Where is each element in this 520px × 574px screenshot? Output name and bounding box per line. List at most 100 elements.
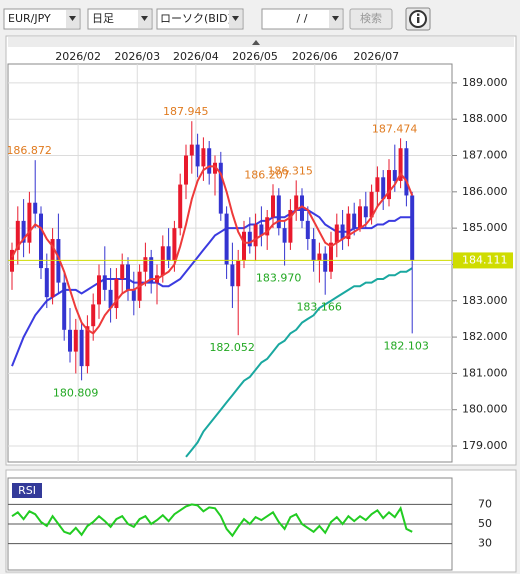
x-tick-label: 2026/03 xyxy=(114,50,160,63)
candle-body xyxy=(346,213,351,240)
candle-body xyxy=(387,170,391,200)
rsi-title: RSI xyxy=(18,484,36,497)
candle-body xyxy=(300,195,304,221)
candle-body xyxy=(97,275,101,305)
price-annotation: 182.052 xyxy=(209,341,255,354)
y-tick-label: 30 xyxy=(478,537,492,550)
candle-body xyxy=(230,264,235,287)
candle-body xyxy=(358,206,362,229)
collapse-icon xyxy=(252,40,260,45)
candle-body xyxy=(73,329,78,352)
candle-body xyxy=(323,253,328,272)
candle-body xyxy=(352,213,357,229)
date-input[interactable] xyxy=(261,8,344,30)
timeframe: 日足 xyxy=(92,12,114,25)
candle-body xyxy=(50,239,55,298)
candle-body xyxy=(102,275,107,290)
y-tick-label: 181.000 xyxy=(462,366,508,379)
timeframe-select[interactable] xyxy=(87,8,153,30)
x-tick-label: 2026/06 xyxy=(292,50,338,63)
candle-body xyxy=(276,195,281,229)
candle-body xyxy=(15,220,20,250)
chart-kind: ローソク(BID) xyxy=(160,12,232,25)
search: 検索 xyxy=(360,11,382,25)
y-tick-label: 180.000 xyxy=(462,403,508,416)
candle-body xyxy=(236,260,241,287)
candle-body xyxy=(288,209,293,243)
info-icon xyxy=(417,13,420,16)
info-icon xyxy=(417,17,420,23)
candle-body xyxy=(311,239,316,261)
candle-body xyxy=(195,144,200,167)
candle-body xyxy=(294,195,299,210)
kind-select[interactable] xyxy=(156,8,244,30)
rsi-badge xyxy=(12,483,42,498)
pair-select[interactable] xyxy=(3,8,81,30)
arrow-icon xyxy=(69,16,76,21)
candle-body xyxy=(363,206,368,218)
y-tick-label: 185.000 xyxy=(462,221,508,234)
candle-body xyxy=(340,224,345,240)
candle-body xyxy=(131,289,136,301)
price-annotation: 183.166 xyxy=(296,301,342,314)
x-tick-label: 2026/02 xyxy=(55,50,101,63)
candle-body xyxy=(375,177,380,192)
last-price-label: 184.111 xyxy=(462,253,508,266)
candle-body xyxy=(317,253,322,261)
price-annotation: 182.103 xyxy=(383,339,429,352)
candle-body xyxy=(247,231,252,247)
price-annotation: 186.872 xyxy=(6,144,52,157)
candle-body xyxy=(178,184,183,229)
candle-body xyxy=(189,144,194,156)
y-tick-label: 50 xyxy=(478,517,492,530)
candle-body xyxy=(242,231,246,261)
last-price-tag xyxy=(453,252,513,269)
candle-body xyxy=(68,329,72,352)
plot-area xyxy=(7,63,453,463)
y-tick-label: 186.000 xyxy=(462,185,508,198)
candle-body xyxy=(207,148,212,174)
date: / / xyxy=(297,12,308,25)
candle-body xyxy=(44,268,49,298)
candle-body xyxy=(410,195,415,261)
collapse-bar[interactable] xyxy=(8,37,514,47)
toolbar: EUR/JPY 日足 ローソク(BID) / / 検索 xyxy=(3,7,431,31)
x-tick-label: 2026/07 xyxy=(353,50,399,63)
y-tick-label: 187.000 xyxy=(462,149,508,162)
line xyxy=(11,209,413,367)
candle-body xyxy=(126,264,130,290)
arrow-icon xyxy=(141,16,148,21)
candle-body xyxy=(79,329,84,367)
y-tick-label: 189.000 xyxy=(462,76,508,89)
line xyxy=(11,165,414,335)
candle-body xyxy=(33,202,38,214)
candle-body xyxy=(201,148,206,167)
candle-body xyxy=(381,177,386,200)
candle-body xyxy=(282,228,287,243)
x-tick-label: 2026/04 xyxy=(173,50,219,63)
candle-body xyxy=(172,228,177,261)
search-button[interactable] xyxy=(349,8,393,30)
pair: EUR/JPY xyxy=(8,12,51,25)
candle-body xyxy=(334,224,339,243)
candle-body xyxy=(224,213,229,265)
candle-body xyxy=(149,257,154,283)
candle-body xyxy=(21,220,26,243)
price-annotation: 186.207 xyxy=(244,168,290,181)
candle-body xyxy=(39,213,43,269)
candle-body xyxy=(91,304,96,327)
candle-body xyxy=(259,224,264,236)
arrow-icon xyxy=(332,16,339,21)
y-tick-label: 182.000 xyxy=(462,330,508,343)
price-annotation: 187.945 xyxy=(163,105,209,118)
candle-body xyxy=(184,155,188,185)
candle-body xyxy=(305,220,310,240)
arrow-icon xyxy=(232,16,239,21)
candle-body xyxy=(213,162,217,174)
candle-body xyxy=(404,148,409,196)
candle-body xyxy=(271,195,275,218)
candle-body xyxy=(85,326,90,367)
